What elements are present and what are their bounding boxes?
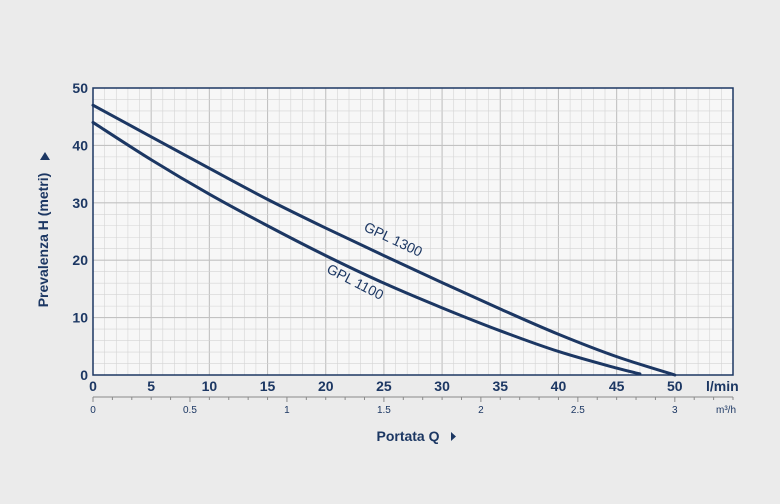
- y-axis-title: Prevalenza H (metri): [35, 173, 51, 308]
- x2-tick-label: 3: [672, 405, 678, 416]
- x-tick-label: 50: [667, 378, 683, 394]
- y-tick-label: 20: [72, 252, 88, 268]
- x-tick-label: 45: [609, 378, 625, 394]
- x-unit-label: l/min: [706, 378, 739, 394]
- x2-tick-label: 1.5: [377, 405, 391, 416]
- y-tick-label: 30: [72, 195, 88, 211]
- x2-tick-label: 1: [284, 405, 290, 416]
- x-tick-label: 20: [318, 378, 334, 394]
- y-tick-label: 10: [72, 310, 88, 326]
- plot-background: [93, 88, 733, 375]
- x2-tick-label: 0.5: [183, 405, 197, 416]
- x2-tick-label: 0: [90, 405, 96, 416]
- x-tick-label: 0: [89, 378, 97, 394]
- x2-tick-label: 2.5: [571, 405, 585, 416]
- x-tick-label: 40: [551, 378, 567, 394]
- y-axis-ticks: 0 10 20 30 40 50: [72, 80, 88, 383]
- x-tick-label: 10: [202, 378, 218, 394]
- y-axis-title-group: Prevalenza H (metri): [35, 152, 51, 307]
- y-tick-label: 0: [80, 367, 88, 383]
- y-tick-label: 50: [72, 80, 88, 96]
- x-tick-label: 35: [492, 378, 508, 394]
- x-axis-title: Portata Q: [376, 428, 439, 444]
- x-axis-ticks: 0 5 10 15 20 25 30 35 40 45 50: [89, 378, 683, 394]
- series-line-gpl-1100: [91, 120, 642, 376]
- x2-unit-label: m³/h: [716, 405, 736, 416]
- x-tick-label: 25: [376, 378, 392, 394]
- x-tick-label: 15: [260, 378, 276, 394]
- plot-frame: [92, 87, 734, 376]
- grid: [93, 88, 733, 375]
- x-axis-arrow-icon: [451, 432, 456, 441]
- x2-axis-ticks: 0 0.5 1 1.5 2 2.5 3: [90, 397, 734, 416]
- x-tick-label: 5: [147, 378, 155, 394]
- series-line-gpl-1300: [91, 103, 677, 377]
- y-tick-label: 40: [72, 137, 88, 153]
- x2-tick-label: 2: [478, 405, 484, 416]
- y-axis-arrow-icon: [40, 152, 50, 160]
- x-tick-label: 30: [434, 378, 450, 394]
